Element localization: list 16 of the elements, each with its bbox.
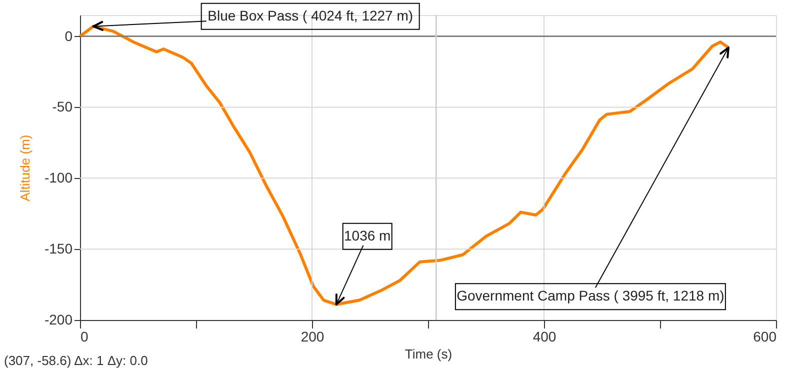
line-series <box>78 24 730 306</box>
y-tick-label: 0 <box>64 28 73 44</box>
y-tick-label: -50 <box>52 98 73 115</box>
y-tick-label: -150 <box>44 240 73 257</box>
y-tick-label: -200 <box>44 312 73 328</box>
x-axis-title: Time (s) <box>404 346 452 362</box>
x-tick-label: 400 <box>532 328 556 344</box>
x-tick-label: 0 <box>80 328 88 344</box>
text: (307, -58.6) Δx: 1 Δy: 0.0 <box>4 353 148 368</box>
x-tick-label: 200 <box>300 328 324 344</box>
annotation: 1036 m <box>344 227 391 244</box>
x-tick-label: 600 <box>753 328 777 344</box>
y-tick-label: -100 <box>44 170 73 186</box>
annotation: Blue Box Pass ( 4024 ft, 1227 m) <box>208 7 414 24</box>
y-axis-title: Altitude (m) <box>17 134 32 202</box>
annotation: Government Camp Pass ( 3995 ft, 1218 m) <box>456 288 724 304</box>
